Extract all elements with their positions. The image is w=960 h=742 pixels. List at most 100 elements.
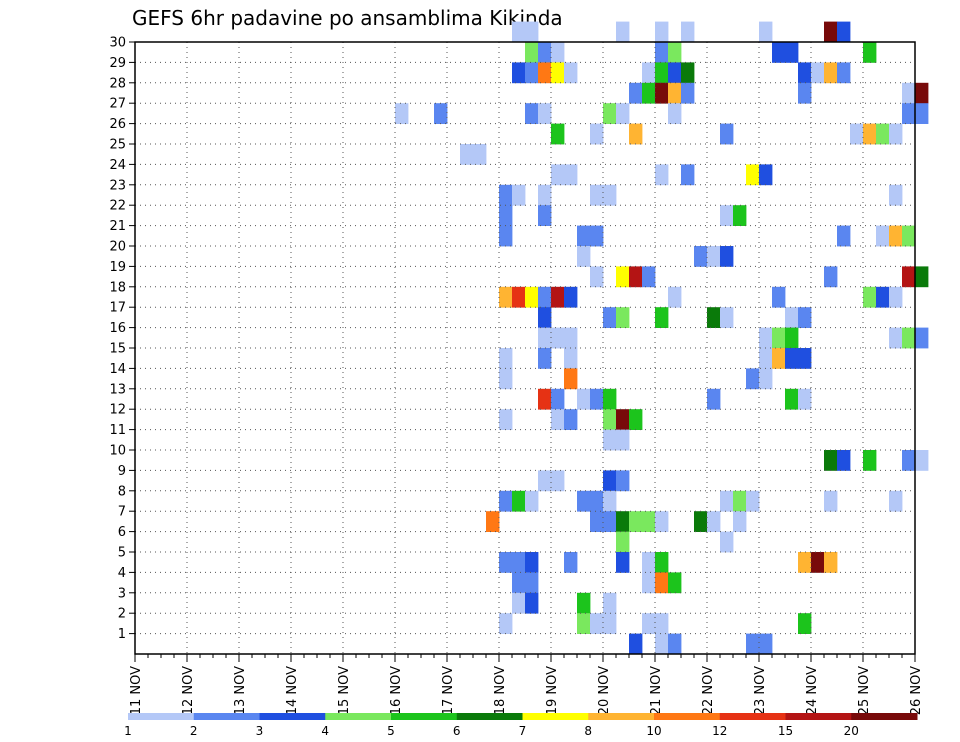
heat-cell [538,184,552,206]
heat-cell [512,62,526,84]
heat-cell [772,42,786,63]
heat-cell [824,62,838,84]
heat-cell [525,552,539,573]
heat-cell [863,286,877,308]
x-tick-label: 20 NOV [597,666,612,715]
heat-cell [681,21,695,43]
heat-cell [538,307,552,328]
heat-cell [616,429,630,451]
heat-cell [551,327,565,349]
heat-cell [603,307,617,328]
heat-cell [551,286,565,308]
heat-cell [707,307,721,328]
heat-cell [499,552,513,573]
y-tick-label: 27 [109,97,126,112]
heat-cell [525,103,539,124]
heat-cell [785,348,799,369]
heat-cell [824,21,838,43]
heat-cell [915,266,929,288]
heat-cell [590,613,604,634]
y-axis: 1234567891011121314151617181920212223242… [109,36,135,642]
heat-cell [473,144,487,165]
heat-cell [668,633,682,655]
heat-cell [707,511,721,532]
legend-label: 2 [190,724,198,738]
heat-cell [499,409,513,430]
y-tick-label: 5 [118,546,126,561]
heat-cell [538,62,552,84]
heat-cell [655,552,669,573]
heat-cell [395,103,409,124]
heat-cell [629,266,643,288]
heat-cell [551,470,565,492]
heat-cell [629,123,643,145]
y-tick-label: 1 [118,627,126,642]
heat-cell [902,327,916,349]
heat-cell [512,552,526,573]
y-tick-label: 6 [118,525,126,540]
heat-cell [577,490,591,512]
heat-cell [759,368,773,390]
x-tick-label: 22 NOV [701,666,716,715]
heat-cell [538,348,552,369]
heat-cell [668,82,682,104]
x-tick-label: 25 NOV [857,666,872,715]
x-tick-label: 13 NOV [233,666,248,715]
heat-cell [603,103,617,124]
legend-swatch [391,713,458,720]
heat-cell [603,511,617,532]
heat-cell [681,62,695,84]
heat-cell [499,225,513,247]
y-tick-label: 11 [109,423,126,438]
y-tick-label: 13 [109,382,126,397]
heat-cell [720,205,734,226]
heat-cell [512,572,526,594]
heat-cell [642,572,656,594]
heat-cell [642,552,656,573]
heat-cell [629,409,643,430]
heat-cell [499,286,513,308]
heat-cell [499,184,513,206]
heat-cell [837,62,851,84]
heat-cell [798,552,812,573]
y-tick-label: 7 [118,505,126,520]
x-tick-label: 12 NOV [181,666,196,715]
heat-cell [798,82,812,104]
heat-cell [616,409,630,430]
heat-cell [798,348,812,369]
heat-cell [902,103,916,124]
y-tick-label: 8 [118,484,126,499]
heat-cell [694,246,708,267]
heat-cell [902,450,916,471]
heat-cell [551,62,565,84]
heat-cell [590,123,604,145]
heat-cell [655,572,669,594]
x-tick-label: 16 NOV [389,666,404,715]
heat-cell [590,225,604,247]
x-tick-label: 17 NOV [441,666,456,715]
heat-cell [538,103,552,124]
heat-cell [603,592,617,614]
legend-swatch [259,713,326,720]
y-tick-label: 4 [118,566,126,581]
legend: 1 2 3 4 5 6 7 8 10 12 15 20 [124,713,918,738]
heat-cell [889,327,903,349]
heat-cell [902,266,916,288]
x-tick-label: 18 NOV [493,666,508,715]
heat-cell [551,42,565,63]
legend-swatch [128,713,195,720]
heat-cell [655,613,669,634]
heat-cell [551,388,565,410]
heat-cell [538,286,552,308]
heat-cell [824,450,838,471]
heat-cell [525,42,539,63]
heat-cell [876,225,890,247]
heat-cell [512,592,526,614]
heat-cell [720,531,734,553]
heat-cell [564,409,578,430]
heat-cell [915,82,929,104]
heat-cell [616,103,630,124]
heat-cell [616,21,630,43]
heat-cell [642,82,656,104]
